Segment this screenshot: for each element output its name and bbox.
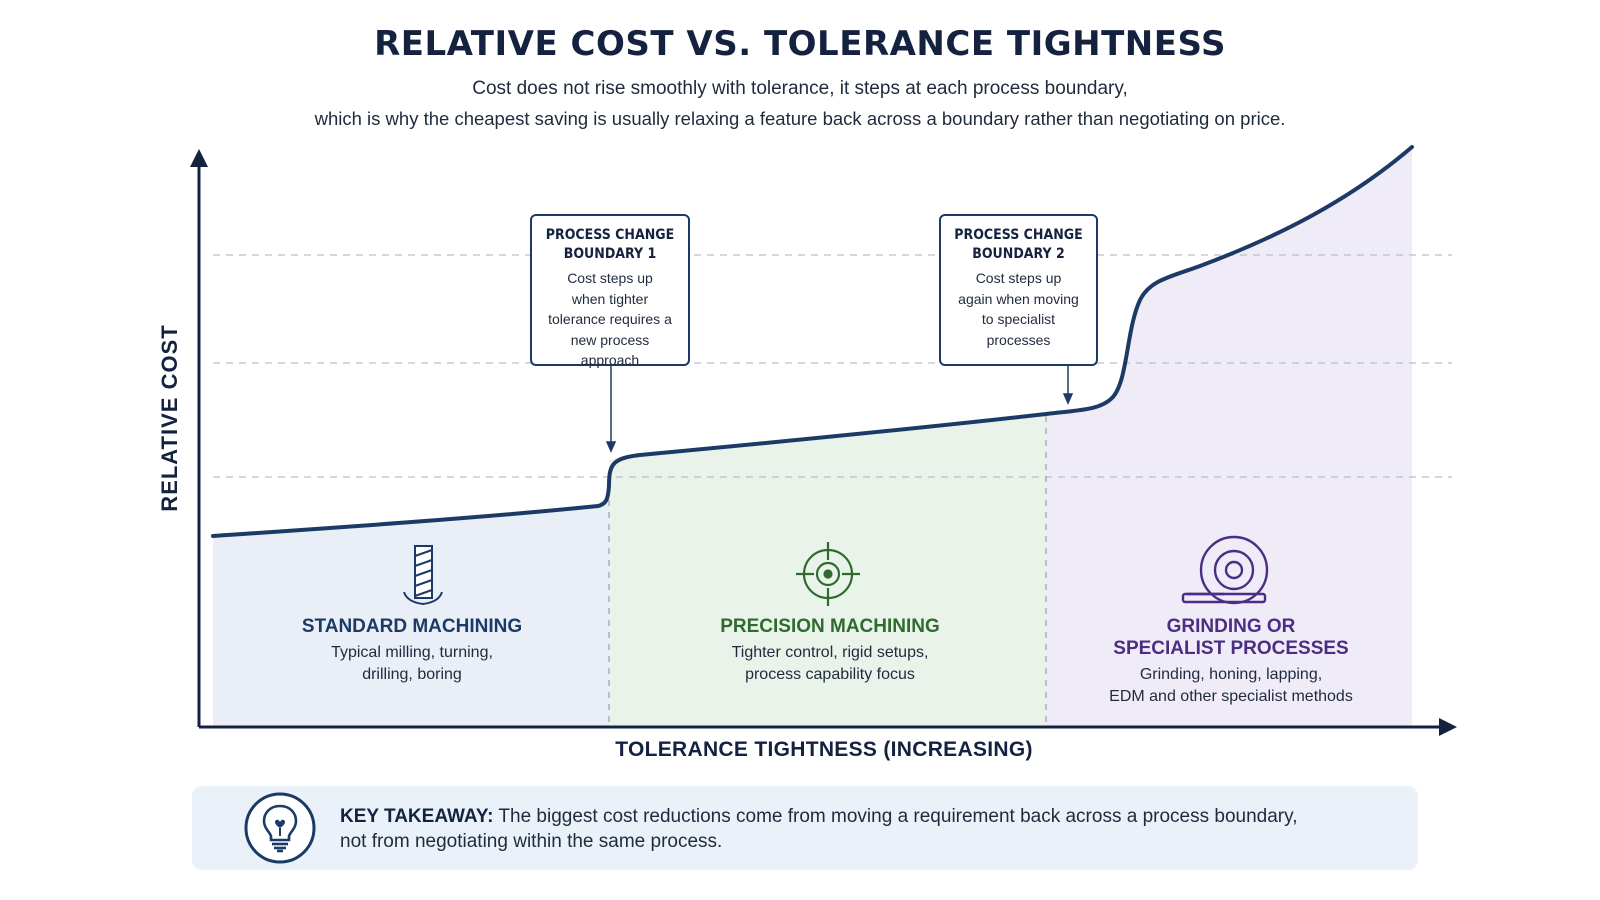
callout-title-line-2: BOUNDARY 2	[972, 246, 1065, 262]
callout-body-line-1: Cost steps up	[975, 270, 1062, 286]
gridlines	[213, 254, 1452, 478]
callout-boundary-1: PROCESS CHANGE BOUNDARY 1 Cost steps up …	[530, 214, 690, 368]
crosshair-target-icon	[796, 542, 860, 606]
callout-title-line-1: PROCESS CHANGE	[545, 227, 675, 243]
lightbulb-icon	[244, 792, 316, 864]
zone-precision-machining: PRECISION MACHINING Tighter control, rig…	[680, 616, 980, 686]
zone-title-line-1: GRINDING OR	[1166, 616, 1296, 637]
callout-body-line-2: again when moving	[958, 290, 1079, 307]
zone-description-line-1: Grinding, honing, lapping,	[1139, 666, 1323, 683]
zone-standard-machining: STANDARD MACHINING Typical milling, turn…	[262, 616, 562, 686]
zone-description-line-1: Typical milling, turning,	[331, 644, 493, 661]
zone-description-line-2: process capability focus	[745, 666, 915, 683]
zone-grinding-fill	[1046, 147, 1412, 726]
grinding-wheel-icon	[1181, 535, 1269, 605]
callout-body-line-4: new process approach	[570, 331, 650, 369]
subtitle-line-2: which is why the cheapest saving is usua…	[314, 108, 1286, 129]
zone-title-line-2: SPECIALIST PROCESSES	[1113, 638, 1349, 659]
callout-title-line-2: BOUNDARY 1	[563, 246, 657, 262]
takeaway-label: KEY TAKEAWAY:	[340, 806, 494, 827]
callout-body-line-1: Cost steps up	[567, 270, 653, 286]
zone-description-line-2: EDM and other specialist methods	[1109, 688, 1353, 705]
cost-curve	[211, 145, 1414, 538]
zone-title: PRECISION MACHINING	[720, 616, 940, 637]
callout-body-line-3: to specialist	[981, 311, 1056, 327]
callout-body-line-2: when tighter	[571, 290, 649, 307]
subtitle-line-1: Cost does not rise smoothly with toleran…	[472, 78, 1128, 99]
callout-body-line-3: tolerance requires a	[548, 311, 672, 327]
key-takeaway-panel: KEY TAKEAWAY: The biggest cost reduction…	[192, 786, 1418, 870]
callout-pointers	[605, 366, 1074, 453]
callout-body-line-4: processes	[986, 331, 1051, 348]
x-axis-label: TOLERANCE TIGHTNESS (INCREASING)	[615, 738, 1033, 761]
zone-grinding-specialist: GRINDING OR SPECIALIST PROCESSES Grindin…	[1081, 616, 1381, 708]
zone-description-line-1: Tighter control, rigid setups,	[731, 644, 929, 661]
y-axis-label: RELATIVE COST	[157, 324, 182, 512]
takeaway-text-line-1: The biggest cost reductions come from mo…	[498, 806, 1298, 827]
zone-title: STANDARD MACHINING	[301, 616, 523, 637]
callout-boundary-2: PROCESS CHANGE BOUNDARY 2 Cost steps up …	[939, 214, 1098, 366]
zone-dividers	[608, 416, 1047, 724]
takeaway-text-line-2: not from negotiating within the same pro…	[340, 831, 723, 852]
callout-title-line-1: PROCESS CHANGE	[954, 227, 1083, 243]
zone-description-line-2: drilling, boring	[362, 666, 462, 683]
drill-bit-icon	[403, 545, 443, 606]
page-title: RELATIVE COST VS. TOLERANCE TIGHTNESS	[374, 24, 1226, 64]
